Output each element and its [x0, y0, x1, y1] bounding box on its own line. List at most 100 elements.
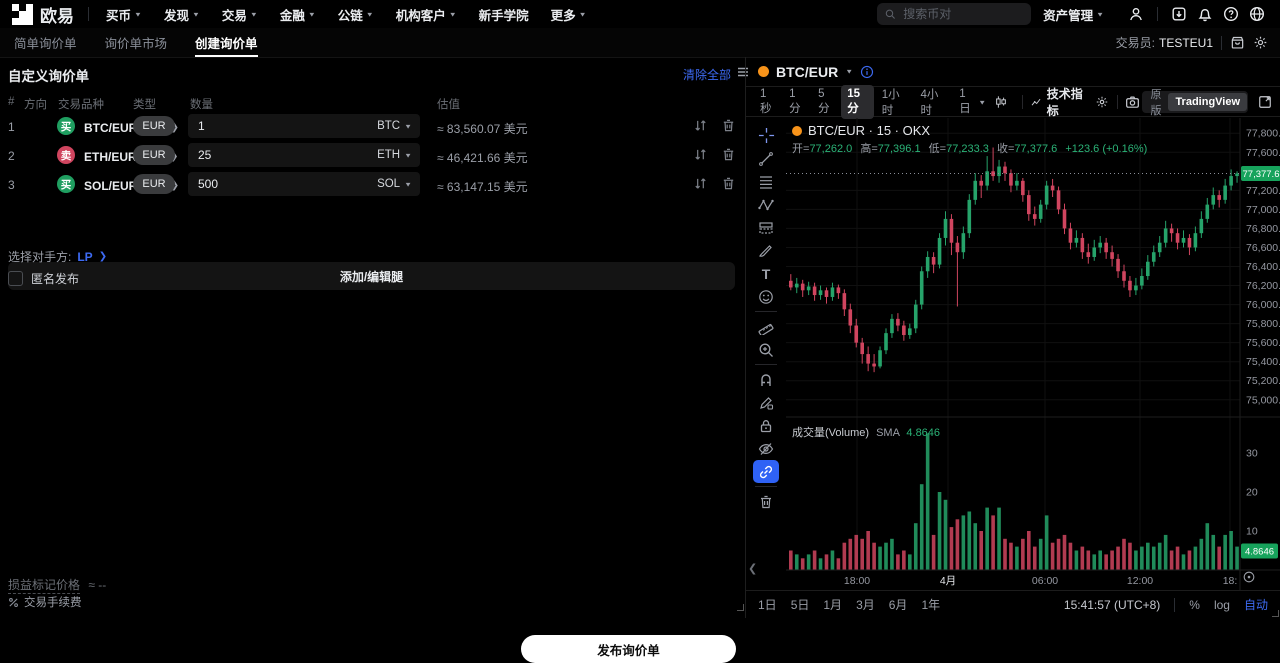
nav-item-finance[interactable]: 金融 ▼: [279, 8, 316, 23]
range-6mo[interactable]: 6月: [888, 598, 908, 612]
interval-4h[interactable]: 4小时: [920, 89, 939, 117]
chart-clock[interactable]: 15:41:57 (UTC+8): [1063, 597, 1161, 612]
counterparty-link[interactable]: LP: [77, 249, 93, 264]
amount-field[interactable]: BTC▼: [188, 114, 420, 138]
zoom-in-icon[interactable]: [753, 338, 779, 361]
transfer-icon[interactable]: [693, 147, 708, 162]
amount-input[interactable]: [196, 118, 350, 134]
hide-drawings-icon[interactable]: [753, 437, 779, 460]
tab-simple-rfq[interactable]: 简单询价单: [14, 37, 77, 51]
nav-item-buy[interactable]: 买币 ▼: [106, 8, 142, 23]
candle-style-icon[interactable]: [994, 95, 1008, 109]
download-app-button[interactable]: [1166, 3, 1192, 26]
range-1y[interactable]: 1年: [921, 598, 941, 612]
range-1d[interactable]: 1日: [758, 598, 777, 612]
nav-item-chain[interactable]: 公链 ▼: [337, 8, 374, 23]
okx-logo[interactable]: 欧易: [0, 2, 74, 27]
auto-scale-toggle[interactable]: 自动: [1243, 598, 1268, 612]
trend-line-icon[interactable]: [753, 147, 779, 170]
delete-leg-icon[interactable]: [721, 118, 736, 133]
ruler-icon[interactable]: [753, 315, 779, 338]
go-to-realtime-icon[interactable]: [1242, 570, 1256, 584]
currency-select[interactable]: BTC ▼: [377, 120, 412, 132]
chart-settings-icon[interactable]: [1095, 95, 1109, 109]
interval-1h[interactable]: 1小时: [881, 89, 900, 117]
chevron-right-icon[interactable]: ❯: [98, 251, 108, 262]
remove-drawings-icon[interactable]: [753, 490, 779, 513]
interval-1m[interactable]: 1分: [789, 88, 801, 115]
crosshair-icon[interactable]: [753, 124, 779, 147]
search-box[interactable]: [877, 3, 1032, 25]
delete-leg-icon[interactable]: [721, 147, 736, 162]
toggle-tradingview[interactable]: TradingView: [1168, 93, 1248, 111]
collapse-toolbar-icon[interactable]: ❮: [748, 563, 758, 575]
amount-input[interactable]: [196, 147, 350, 163]
chevron-down-icon[interactable]: ▼: [845, 67, 854, 76]
profile-button[interactable]: [1123, 3, 1149, 26]
counterparty-row: 选择对手方: LP ❯: [8, 248, 107, 265]
log-scale-toggle[interactable]: log: [1213, 597, 1230, 612]
chart-resize-corner[interactable]: [1272, 610, 1279, 617]
fee-label: 交易手续费: [24, 597, 82, 609]
amount-input[interactable]: [196, 176, 350, 192]
type-pill[interactable]: EUR: [133, 174, 175, 194]
clear-all-link[interactable]: 清除全部: [683, 68, 732, 82]
nav-item-academy[interactable]: 新手学院: [478, 8, 529, 23]
help-button[interactable]: [1218, 3, 1244, 26]
expand-chart-icon[interactable]: [1258, 95, 1272, 109]
amount-field[interactable]: ETH▼: [188, 143, 420, 167]
panel-menu-icon[interactable]: [737, 66, 749, 78]
snapshot-icon[interactable]: [1125, 95, 1140, 110]
toggle-native-version[interactable]: 原版: [1150, 89, 1162, 117]
long-position-icon[interactable]: [753, 216, 779, 239]
publish-rfq-button[interactable]: 发布询价单: [521, 635, 736, 663]
interval-1s[interactable]: 1秒: [760, 88, 772, 115]
chart-pair[interactable]: BTC/EUR: [776, 63, 839, 80]
tab-create-rfq[interactable]: 创建询价单: [195, 28, 258, 57]
magnet-icon[interactable]: [753, 368, 779, 391]
emoji-tool-icon[interactable]: [753, 285, 779, 308]
nav-item-discover[interactable]: 发现 ▼: [163, 8, 200, 23]
xabcd-pattern-icon[interactable]: [753, 193, 779, 216]
amount-field[interactable]: SOL▼: [188, 172, 420, 196]
fib-retracement-icon[interactable]: [753, 170, 779, 193]
transfer-icon[interactable]: [693, 118, 708, 133]
delete-leg-icon[interactable]: [721, 176, 736, 191]
type-pill[interactable]: EUR: [133, 116, 175, 136]
info-icon[interactable]: [860, 65, 874, 79]
interval-5m[interactable]: 5分: [818, 88, 830, 115]
text-tool-icon[interactable]: T: [761, 265, 771, 282]
language-button[interactable]: [1244, 3, 1270, 26]
type-pill[interactable]: EUR: [133, 145, 175, 165]
currency-select[interactable]: ETH ▼: [377, 149, 412, 161]
currency-select[interactable]: SOL ▼: [377, 178, 412, 190]
chart-area[interactable]: 77,800.0 77,600.0 77,200.0 77,000.0 76,800.0…: [786, 118, 1280, 590]
percent-scale-toggle[interactable]: %: [1189, 597, 1200, 612]
chart-ohlc-legend: 开=77,262.0 高=77,396.1 低=77,233.3 收=77,37…: [792, 143, 1148, 155]
add-edit-legs-button[interactable]: 添加/编辑腿: [8, 262, 735, 290]
lock-drawings-icon[interactable]: [753, 414, 779, 437]
settings-gear-icon[interactable]: [1253, 35, 1268, 50]
interval-15m[interactable]: 15分: [841, 85, 874, 119]
range-1mo[interactable]: 1月: [823, 598, 843, 612]
transfer-icon[interactable]: [693, 176, 708, 191]
interval-chevron-icon[interactable]: ▼: [978, 98, 987, 106]
panel-divider[interactable]: [745, 57, 746, 618]
indicators-button[interactable]: 技术指标: [1031, 85, 1087, 119]
nav-item-trade[interactable]: 交易 ▼: [221, 8, 258, 23]
range-3mo[interactable]: 3月: [856, 598, 875, 612]
panel-resize-corner[interactable]: [737, 604, 744, 611]
asset-management-menu[interactable]: 资产管理 ▼: [1043, 8, 1104, 23]
drawing-mode-icon[interactable]: [753, 391, 779, 414]
brush-icon[interactable]: [753, 239, 779, 262]
nav-item-more[interactable]: 更多 ▼: [550, 8, 587, 23]
orders-history-icon[interactable]: [1230, 35, 1245, 50]
notifications-button[interactable]: [1192, 3, 1218, 26]
tab-rfq-market[interactable]: 询价单市场: [104, 37, 168, 51]
interval-1d[interactable]: 1日: [959, 88, 971, 115]
search-input[interactable]: [901, 6, 1024, 22]
range-5d[interactable]: 5日: [790, 598, 810, 612]
anonymous-checkbox[interactable]: [8, 271, 23, 286]
nav-item-institutional[interactable]: 机构客户 ▼: [395, 8, 457, 23]
sync-drawings-icon[interactable]: [753, 460, 779, 483]
